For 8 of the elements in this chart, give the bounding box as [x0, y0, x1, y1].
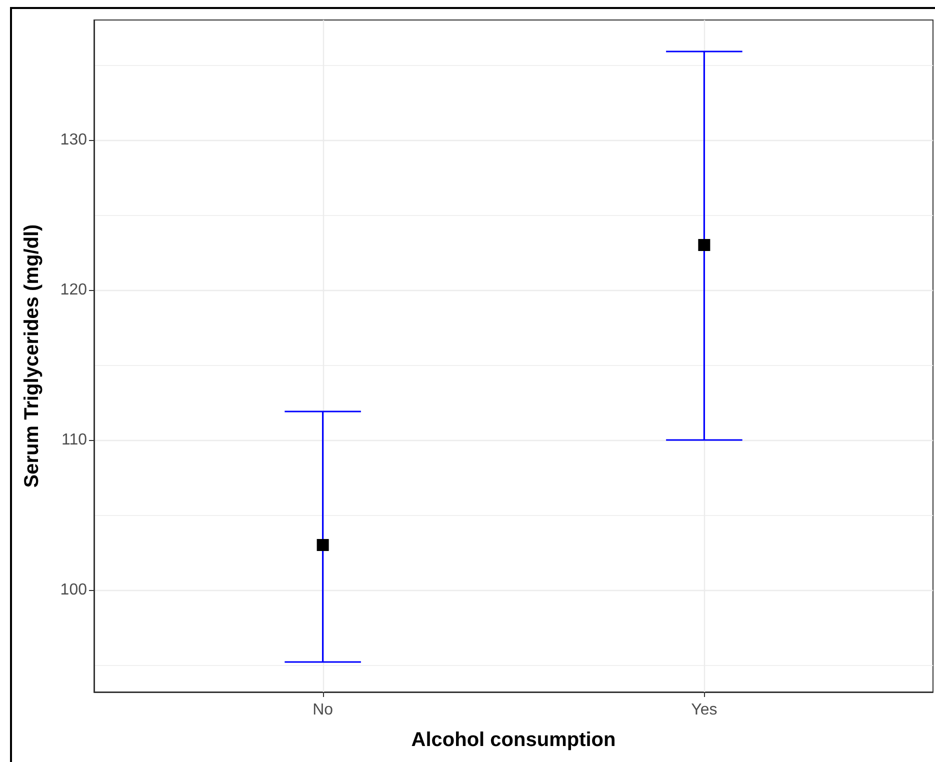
y-tick-label: 100 — [60, 582, 88, 598]
y-tick-label: 110 — [61, 432, 88, 448]
y-axis-title: Serum Triglycerides (mg/dl) — [21, 224, 43, 488]
y-tick-label: 130 — [60, 132, 88, 148]
x-tick-label: Yes — [691, 702, 718, 718]
x-axis-title: Alcohol consumption — [411, 729, 616, 751]
x-tick-label: No — [312, 702, 334, 718]
y-tick-label: 120 — [60, 282, 88, 298]
